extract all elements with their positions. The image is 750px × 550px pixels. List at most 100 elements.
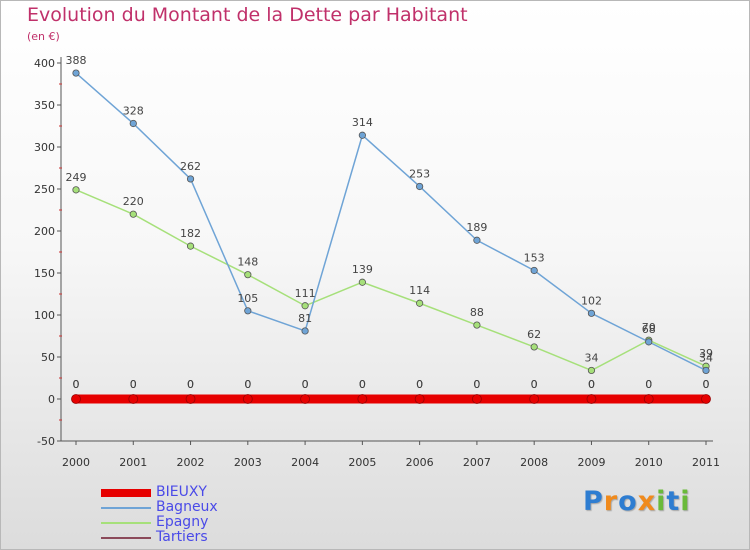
data-point-bieuxy (643, 394, 654, 404)
data-label-bieuxy: 0 (531, 378, 538, 391)
data-label-bagneux: 34 (699, 351, 713, 364)
data-point-bagneux (301, 327, 309, 335)
data-point-bieuxy (185, 394, 196, 404)
y-tick-label: 100 (34, 309, 55, 322)
data-label-tartiers: 0 (73, 378, 80, 391)
legend-item-tartiers: Tartiers (101, 529, 301, 545)
data-point-bagneux (186, 175, 195, 183)
data-point-bieuxy (71, 394, 81, 404)
logo-letter: x (637, 486, 657, 517)
x-tick-label: 2001 (119, 456, 147, 469)
data-label-bieuxy: 0 (645, 378, 652, 391)
legend-item-bagneux: Bagneux (101, 499, 301, 515)
legend-label: Tartiers (156, 529, 208, 545)
data-label-bagneux: 68 (642, 323, 656, 336)
logo-letter: i (656, 486, 667, 517)
data-point-bieuxy (357, 394, 368, 404)
data-label-epagny: 220 (123, 195, 144, 208)
data-point-bieuxy (242, 394, 253, 404)
data-label-tartiers: 0 (302, 378, 309, 391)
data-label-tartiers: 0 (130, 378, 137, 391)
proxiti-logo: Proxiti (583, 486, 691, 517)
x-tick-label: 2000 (62, 456, 90, 469)
legend-label: BIEUXY (156, 484, 207, 500)
data-label-bieuxy: 0 (359, 378, 366, 391)
data-label-tartiers: 0 (645, 378, 652, 391)
data-label-tartiers: 0 (703, 378, 710, 391)
data-label-bieuxy: 0 (588, 378, 595, 391)
logo-letter: i (680, 486, 691, 517)
data-point-bagneux (473, 236, 481, 244)
data-point-bagneux (702, 366, 710, 375)
legend-label: Epagny (156, 514, 209, 530)
x-tick-label: 2007 (463, 456, 491, 469)
logo-letter: t (666, 486, 681, 517)
data-label-epagny: 114 (409, 284, 430, 297)
x-tick-label: 2004 (291, 456, 319, 469)
x-tick-label: 2003 (234, 456, 262, 469)
logo-letter: r (603, 486, 619, 517)
legend-swatch (101, 489, 151, 497)
data-point-bagneux (358, 131, 366, 139)
data-label-bieuxy: 0 (244, 378, 251, 391)
data-point-epagny (186, 242, 195, 250)
data-label-bagneux: 102 (581, 294, 602, 307)
data-point-bagneux (530, 266, 538, 275)
chart-subtitle: (en €) (27, 30, 60, 43)
data-label-tartiers: 0 (531, 378, 538, 391)
data-label-epagny: 249 (66, 171, 87, 184)
x-tick-label: 2002 (177, 456, 205, 469)
data-label-bieuxy: 0 (130, 378, 137, 391)
data-point-epagny (129, 210, 137, 218)
data-point-bagneux (129, 119, 137, 128)
x-tick-label: 2006 (406, 456, 434, 469)
y-tick-label: 0 (48, 393, 55, 406)
data-label-epagny: 148 (237, 256, 258, 269)
data-label-bagneux: 81 (298, 312, 312, 325)
data-label-tartiers: 0 (187, 378, 194, 391)
data-label-bagneux: 388 (66, 54, 87, 67)
x-tick-label: 2011 (692, 456, 720, 469)
y-tick-label: 200 (34, 225, 55, 238)
series-line-bagneux (75, 72, 707, 372)
data-label-bieuxy: 0 (416, 378, 423, 391)
y-tick-label: 250 (34, 183, 55, 196)
x-tick-label: 2009 (577, 456, 605, 469)
y-tick-label: 350 (34, 99, 55, 112)
logo-letter: o (618, 486, 638, 517)
data-label-bagneux: 105 (237, 292, 258, 305)
y-tick-label: 400 (34, 57, 55, 70)
data-label-bagneux: 314 (352, 116, 373, 129)
data-point-epagny (587, 366, 596, 375)
y-tick-label: -50 (37, 435, 55, 448)
data-point-bieuxy (529, 394, 540, 404)
data-point-bagneux (72, 69, 80, 77)
data-label-bieuxy: 0 (187, 378, 194, 391)
chart-legend: BIEUXY Bagneux Epagny Tartiers (101, 484, 301, 545)
data-label-tartiers: 0 (416, 378, 423, 391)
legend-swatch (101, 507, 151, 509)
data-label-epagny: 34 (584, 351, 598, 364)
data-point-epagny (358, 278, 366, 286)
data-point-bieuxy (472, 394, 482, 404)
legend-label: Bagneux (156, 499, 218, 515)
chart-data-labels: 0 0 0 0 0 0 0 0 0 0 0 0 249 220 182 148 111 139 114 88 62 34 7… (66, 54, 714, 391)
legend-swatch (101, 522, 151, 524)
x-tick-label: 2005 (348, 456, 376, 469)
y-tick-label: 300 (34, 141, 55, 154)
x-tick-label: 2008 (520, 456, 548, 469)
chart-title: Evolution du Montant de la Dette par Hab… (27, 4, 468, 26)
data-point-bieuxy (414, 394, 425, 404)
y-tick-label: 50 (41, 351, 55, 364)
data-point-epagny (72, 186, 80, 194)
data-label-epagny: 62 (527, 328, 541, 341)
data-label-bagneux: 262 (180, 160, 201, 173)
data-label-bagneux: 328 (123, 104, 144, 117)
data-label-bagneux: 153 (524, 251, 545, 264)
data-label-tartiers: 0 (244, 378, 251, 391)
data-point-epagny (244, 271, 252, 279)
data-label-bieuxy: 0 (302, 378, 309, 391)
data-point-epagny (530, 343, 538, 351)
legend-item-epagny: Epagny (101, 514, 301, 530)
